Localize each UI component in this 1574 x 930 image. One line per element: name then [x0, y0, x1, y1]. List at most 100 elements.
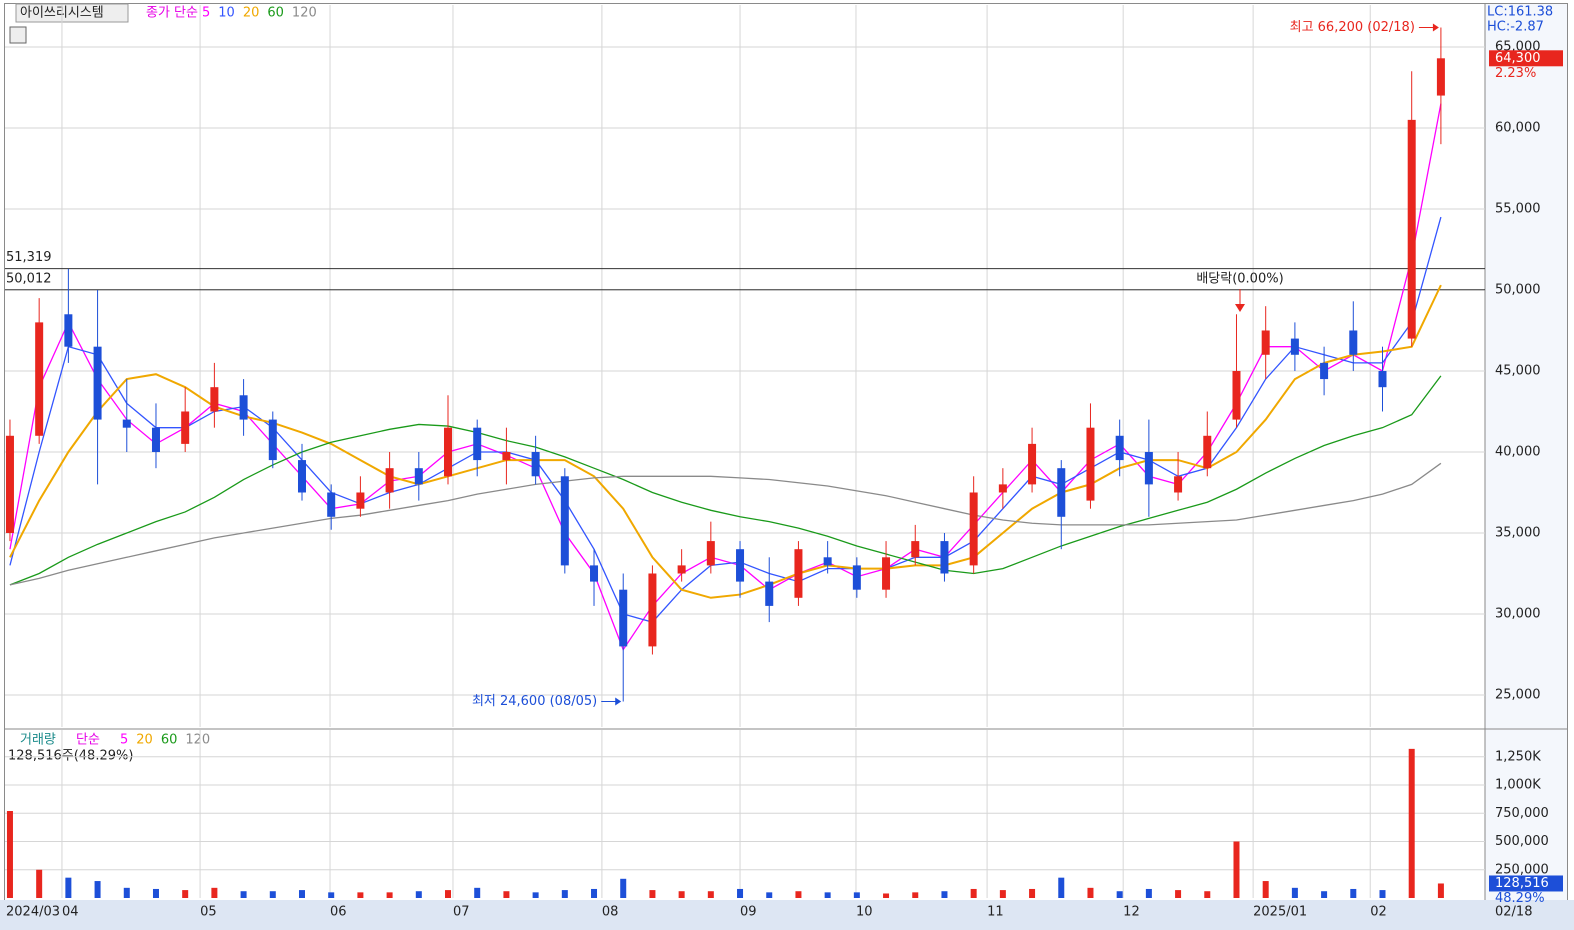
volume-bar — [678, 891, 685, 898]
volume-bar — [1058, 877, 1065, 898]
candle-body — [1028, 443, 1037, 485]
candle-body — [5, 435, 14, 533]
volume-bar — [999, 890, 1006, 898]
x-tick-label: 05 — [200, 905, 217, 920]
candle-body — [239, 395, 248, 420]
y-tick-label: 1,000K — [1495, 778, 1541, 793]
x-tick-label: 09 — [740, 905, 757, 920]
x-tick-label: 04 — [62, 905, 79, 920]
high-note: 최고 66,200 (02/18) — [1290, 20, 1415, 35]
candle-body — [1290, 338, 1299, 355]
last-volume-change: 48.29% — [1495, 891, 1545, 906]
x-tick-label: 08 — [602, 905, 619, 920]
legend-entry: 20 — [136, 733, 153, 748]
volume-bar — [328, 892, 335, 898]
table-icon[interactable] — [9, 26, 27, 44]
volume-bar — [1233, 841, 1240, 898]
candle-body — [327, 492, 336, 517]
x-tick-label: 2025/01 — [1253, 905, 1307, 920]
candle-body — [1349, 330, 1358, 355]
x-tick-label: 11 — [987, 905, 1004, 920]
y-tick-label: 25,000 — [1495, 688, 1541, 703]
candle-body — [502, 451, 511, 461]
candle-body — [268, 419, 277, 461]
y-tick-label: 30,000 — [1495, 606, 1541, 621]
candle-body — [1232, 370, 1241, 420]
volume-bar — [357, 892, 364, 898]
candle-body — [706, 541, 715, 566]
volume-bar — [65, 877, 72, 898]
x-tick-label: 12 — [1123, 905, 1140, 920]
y-tick-label: 500,000 — [1495, 834, 1549, 849]
volume-bar — [1291, 887, 1298, 898]
volume-bar — [503, 891, 510, 898]
end-date: 02/18 — [1495, 905, 1532, 920]
volume-bar — [532, 892, 539, 898]
y-tick-label: 50,000 — [1495, 282, 1541, 297]
volume-bar — [6, 811, 13, 898]
name-box[interactable] — [15, 3, 129, 23]
volume-bar — [795, 891, 802, 898]
moving-average — [9, 284, 1442, 599]
last-change: 2.23% — [1495, 66, 1536, 81]
low-note: 최저 24,600 (08/05) — [472, 694, 597, 709]
volume-bar — [211, 887, 218, 898]
candle-body — [998, 484, 1007, 493]
legend-entry: 5 — [202, 6, 210, 21]
volume-bar — [1379, 890, 1386, 898]
candle-body — [1378, 370, 1387, 388]
note-arrowhead — [1432, 23, 1439, 32]
volume-bar — [1087, 887, 1094, 898]
candle-body — [560, 476, 569, 566]
candle-body — [940, 541, 949, 574]
volume-bar — [415, 891, 422, 898]
date-bar — [0, 900, 1574, 930]
price-axis-panel — [1485, 4, 1567, 900]
last-price-box — [1489, 50, 1563, 67]
volume-bar — [94, 881, 101, 898]
volume-bar — [883, 893, 890, 898]
volume-bar — [474, 887, 481, 898]
hc: HC:-2.87 — [1487, 20, 1544, 35]
moving-average — [9, 216, 1442, 623]
volume-bar — [649, 890, 656, 898]
candle-body — [151, 427, 160, 452]
y-tick-label: 40,000 — [1495, 444, 1541, 459]
candle-body — [1057, 468, 1066, 517]
candle-body — [1144, 451, 1153, 485]
y-tick-label: 60,000 — [1495, 120, 1541, 135]
candle-body — [1320, 362, 1329, 380]
candle-body — [1407, 119, 1416, 339]
volume-bar — [912, 892, 919, 898]
volume-bar — [152, 888, 159, 898]
candle-body — [852, 565, 861, 590]
volume-bar — [1204, 891, 1211, 898]
legend-entry: 5 — [120, 733, 128, 748]
ma-label: 종가 단순 — [146, 6, 198, 21]
note-arrowhead — [615, 697, 622, 706]
candle-body — [736, 549, 745, 582]
candle-body — [297, 460, 306, 493]
y-tick-label: 55,000 — [1495, 201, 1541, 216]
volume-bar — [1437, 883, 1444, 898]
legend-entry: 120 — [185, 733, 210, 748]
y-tick-label: 750,000 — [1495, 806, 1549, 821]
candle-body — [444, 427, 453, 477]
moving-average — [9, 462, 1442, 586]
event-arrowhead — [1235, 304, 1245, 312]
candle-body — [1115, 435, 1124, 461]
volume-bar — [1175, 890, 1182, 898]
candle-body — [648, 573, 657, 647]
candle-body — [1174, 476, 1183, 493]
candle-body — [1261, 330, 1270, 355]
legend-entry: 60 — [267, 6, 284, 21]
candle-body — [765, 581, 774, 606]
volume-bar — [123, 887, 130, 898]
y-tick-label: 35,000 — [1495, 525, 1541, 540]
volume-bar — [591, 888, 598, 898]
y-tick-label: 45,000 — [1495, 363, 1541, 378]
volume-bar — [386, 892, 393, 898]
candle-body — [473, 427, 482, 461]
